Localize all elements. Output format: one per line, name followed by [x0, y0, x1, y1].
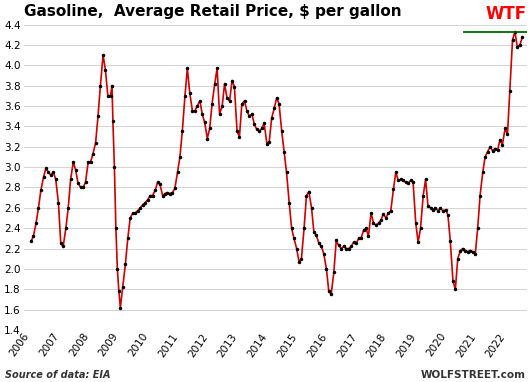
Text: Source of data: EIA: Source of data: EIA [5, 370, 111, 380]
Text: WOLFSTREET.com: WOLFSTREET.com [421, 370, 526, 380]
Text: Gasoline,  Average Retail Price, $ per gallon: Gasoline, Average Retail Price, $ per ga… [23, 4, 401, 19]
Text: WTF: WTF [485, 5, 526, 23]
